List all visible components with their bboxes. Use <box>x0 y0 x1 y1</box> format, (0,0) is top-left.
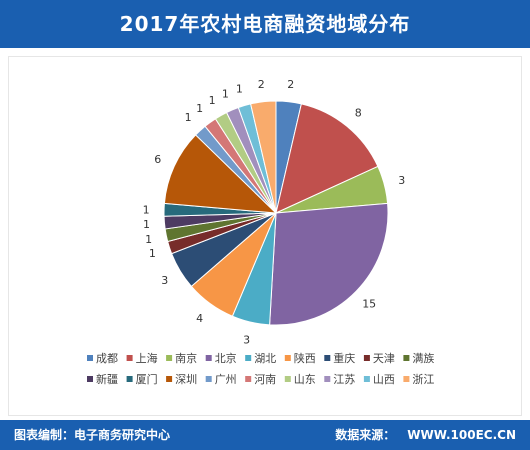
legend-label-浙江: 浙江 <box>412 373 434 386</box>
data-label-天津: 1 <box>149 247 156 260</box>
data-label-南京: 3 <box>398 174 405 187</box>
source-label: 数据来源： <box>335 428 396 442</box>
data-label-陕西: 4 <box>196 312 203 325</box>
source-value: WWW.100EC.CN <box>407 428 516 442</box>
pie-slice-北京 <box>269 202 389 326</box>
legend-swatch-江苏 <box>324 376 331 382</box>
legend-label-上海: 上海 <box>136 351 158 365</box>
footer-source: 数据来源： WWW.100EC.CN <box>335 420 516 450</box>
data-label-深圳: 6 <box>154 153 161 166</box>
legend-label-成都: 成都 <box>96 352 118 365</box>
legend-label-满族: 满族 <box>412 351 434 365</box>
legend-swatch-浙江 <box>403 376 410 382</box>
footer-bar: 图表编制：电子商务研究中心 数据来源： WWW.100EC.CN <box>0 420 530 450</box>
legend-swatch-北京 <box>205 355 212 361</box>
legend-swatch-山东 <box>284 376 291 382</box>
footer-editor: 图表编制：电子商务研究中心 <box>14 420 170 450</box>
legend-swatch-深圳 <box>166 376 173 382</box>
data-label-成都: 2 <box>287 78 294 91</box>
editor-label: 图表编制： <box>14 428 75 442</box>
data-label-上海: 8 <box>355 106 362 119</box>
data-label-江苏: 1 <box>222 87 229 100</box>
legend-swatch-湖北 <box>245 355 252 361</box>
legend-label-山东: 山东 <box>294 373 316 386</box>
legend-swatch-广州 <box>205 376 212 382</box>
data-label-湖北: 3 <box>243 334 250 347</box>
legend-swatch-重庆 <box>324 355 331 361</box>
legend-swatch-新疆 <box>87 376 93 382</box>
data-label-山西: 1 <box>236 82 243 95</box>
data-label-新疆: 1 <box>143 218 150 231</box>
data-label-厦门: 1 <box>143 203 150 216</box>
header-bar <box>0 0 530 48</box>
data-label-广州: 1 <box>185 111 192 124</box>
legend-label-重庆: 重庆 <box>333 351 355 365</box>
legend-label-河南: 河南 <box>254 373 276 386</box>
legend-label-江苏: 江苏 <box>333 373 355 386</box>
pie-slice-浙江 <box>250 100 277 214</box>
chart-title: 2017年农村电商融资地域分布 <box>119 12 411 36</box>
legend-swatch-南京 <box>166 355 173 361</box>
legend-swatch-成都 <box>87 355 93 361</box>
legend-swatch-天津 <box>363 355 370 361</box>
legend-label-山西: 山西 <box>373 373 395 386</box>
data-label-河南: 1 <box>196 102 203 115</box>
editor-value: 电子商务研究中心 <box>74 428 171 442</box>
data-label-浙江: 2 <box>258 78 265 91</box>
legend-label-南京: 南京 <box>175 351 197 365</box>
legend-label-厦门: 厦门 <box>136 372 158 386</box>
data-label-重庆: 3 <box>161 274 168 287</box>
data-label-北京: 15 <box>362 298 376 311</box>
legend-swatch-厦门 <box>126 376 133 382</box>
pie-slice-深圳 <box>163 134 278 214</box>
legend-swatch-上海 <box>126 355 133 361</box>
data-label-满族: 1 <box>145 233 152 246</box>
pie-slice-上海 <box>275 103 379 214</box>
legend-swatch-河南 <box>245 376 252 382</box>
chart-panel: 2 8 3 15 3 4 3 1 1 1 1 6 1 1 1 1 1 2 成都 上海 南京 北京 湖北 陕西 重庆 天津 满族 新疆… <box>8 56 522 416</box>
legend-label-陕西: 陕西 <box>294 351 316 365</box>
legend-label-湖北: 湖北 <box>254 352 276 365</box>
legend-swatch-陕西 <box>284 355 291 361</box>
legend-label-北京: 北京 <box>215 351 237 365</box>
legend-swatch-山西 <box>363 376 370 382</box>
legend-label-深圳: 深圳 <box>175 373 197 386</box>
legend-label-新疆: 新疆 <box>96 372 118 386</box>
legend-swatch-满族 <box>403 355 410 361</box>
data-label-山东: 1 <box>209 94 216 107</box>
legend-label-广州: 广州 <box>215 373 237 386</box>
legend-label-天津: 天津 <box>373 352 395 365</box>
